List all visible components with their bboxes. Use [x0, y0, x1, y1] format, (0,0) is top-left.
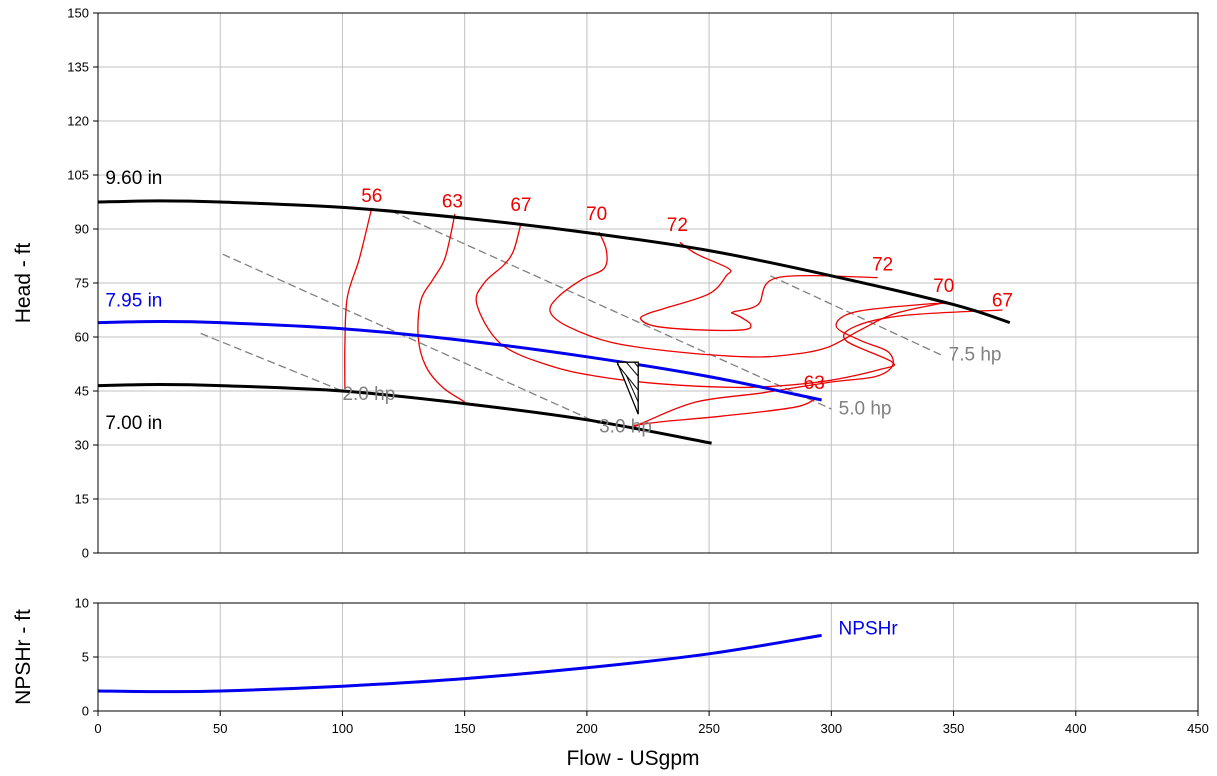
bep-hatch — [633, 361, 639, 368]
npsh-y-axis-title: NPSHr - ft — [12, 609, 35, 705]
npsh-y-tick-labels: 0 5 10 — [75, 596, 98, 719]
efficiency-contour — [633, 397, 817, 427]
x-tick-label: 400 — [1065, 721, 1087, 736]
impeller-curve — [97, 199, 1011, 325]
npsh-curve-panel: NPSHr 0 5 10 0 50 100 150 200 250 300 350 400 450 N… — [12, 596, 1209, 771]
x-tick-label: 100 — [332, 721, 354, 736]
head-series: 2.0 hp 3.0 hp 5.0 hp 7.5 hp 56 63 67 70 72 72 70 67… — [97, 168, 1013, 445]
head-y-tick-label: 0 — [82, 546, 89, 561]
head-y-tick-label: 120 — [67, 114, 89, 129]
efficiency-label: 67 — [992, 290, 1013, 311]
power-line — [200, 332, 343, 392]
efficiency-label: 70 — [586, 204, 607, 225]
head-y-tick-label: 135 — [67, 60, 89, 75]
power-line — [391, 210, 832, 410]
head-y-tick-label: 75 — [75, 276, 89, 291]
efficiency-contour — [344, 207, 373, 392]
npsh-y-tick-label: 5 — [82, 650, 89, 665]
bep-hatch — [625, 374, 639, 403]
efficiency-label: 56 — [361, 186, 382, 207]
power-label: 5.0 hp — [839, 398, 892, 419]
npsh-y-tick-label: 0 — [82, 704, 89, 719]
efficiency-label: 63 — [804, 373, 825, 394]
efficiency-contour — [639, 241, 878, 332]
head-grid — [98, 13, 1198, 553]
efficiency-contour — [417, 213, 466, 403]
x-tick-label: 50 — [213, 721, 227, 736]
efficiency-label: 70 — [933, 276, 954, 297]
efficiency-label: 72 — [667, 215, 688, 236]
x-tick-labels: 0 50 100 150 200 250 300 350 400 450 — [94, 711, 1209, 736]
head-y-tick-label: 150 — [67, 6, 89, 21]
head-y-tick-label: 105 — [67, 168, 89, 183]
efficiency-label: 67 — [510, 195, 531, 216]
efficiency-contour — [549, 231, 944, 358]
x-tick-label: 0 — [94, 721, 101, 736]
npsh-series: NPSHr — [97, 618, 899, 694]
efficiency-contour — [630, 302, 952, 430]
head-y-tick-label: 30 — [75, 438, 89, 453]
npsh-grid — [98, 603, 1198, 711]
bep-triangle — [616, 361, 639, 415]
x-tick-label: 200 — [576, 721, 598, 736]
bep-marker — [616, 361, 639, 415]
power-line — [222, 253, 600, 424]
efficiency-contour — [475, 223, 1003, 389]
impeller-curve — [97, 382, 712, 445]
power-line — [769, 275, 942, 356]
power-label: 3.0 hp — [599, 416, 652, 437]
efficiency-label: 63 — [442, 191, 463, 212]
impeller-curve — [97, 319, 822, 402]
power-label: 7.5 hp — [949, 344, 1002, 365]
bep-hatch — [616, 363, 639, 391]
bep-hatch — [625, 361, 639, 377]
impeller-diameter-label: 9.60 in — [105, 168, 162, 189]
power-label: 2.0 hp — [342, 384, 395, 405]
x-tick-label: 300 — [820, 721, 842, 736]
head-y-axis-title: Head - ft — [12, 243, 35, 324]
x-tick-label: 350 — [943, 721, 965, 736]
x-tick-label: 450 — [1187, 721, 1209, 736]
head-y-tick-label: 90 — [75, 222, 89, 237]
head-y-tick-label: 15 — [75, 492, 89, 507]
npshr-label: NPSHr — [839, 618, 899, 639]
npshr-curve — [97, 633, 822, 694]
x-tick-label: 150 — [454, 721, 476, 736]
head-y-tick-label: 45 — [75, 384, 89, 399]
head-curve-panel: 2.0 hp 3.0 hp 5.0 hp 7.5 hp 56 63 67 70 72 72 70 67… — [12, 6, 1199, 561]
head-y-tick-label: 60 — [75, 330, 89, 345]
x-axis-title: Flow - USgpm — [566, 747, 699, 770]
npsh-y-tick-label: 10 — [75, 596, 89, 611]
head-y-tick-labels: 0 15 30 45 60 75 90 105 120 135 150 — [67, 6, 98, 561]
efficiency-label: 72 — [872, 254, 893, 275]
impeller-diameter-label: 7.95 in — [105, 290, 162, 311]
x-tick-label: 250 — [698, 721, 720, 736]
impeller-diameter-label: 7.00 in — [105, 413, 162, 434]
